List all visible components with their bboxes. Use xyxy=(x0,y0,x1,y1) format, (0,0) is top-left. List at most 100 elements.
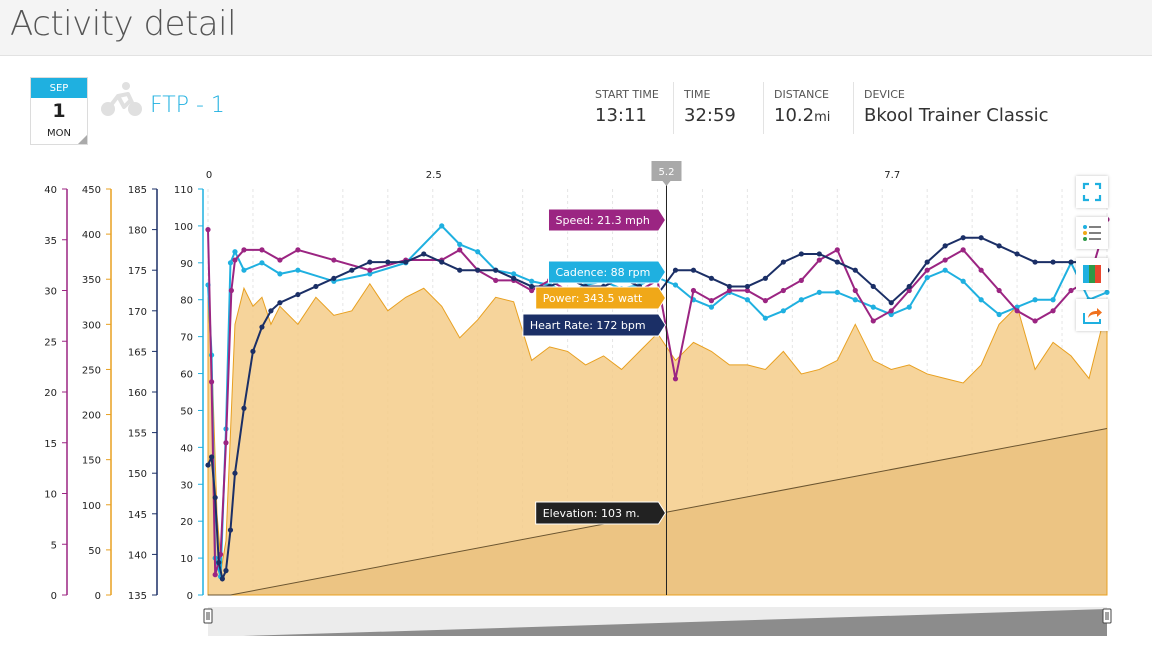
axis-tick-label: 50 xyxy=(88,546,101,557)
navigator-right-handle[interactable] xyxy=(1102,608,1112,624)
series-point xyxy=(367,271,373,277)
x-tick-label: 2.5 xyxy=(426,170,442,181)
axis-tick-label: 300 xyxy=(82,320,101,331)
activity-name[interactable]: FTP - 1 xyxy=(150,93,225,118)
handle-body[interactable] xyxy=(203,608,213,624)
series-point xyxy=(277,257,283,263)
series-point xyxy=(295,247,301,253)
page-title: Activity detail xyxy=(10,4,237,44)
series-point xyxy=(942,243,948,249)
series-point xyxy=(816,251,822,257)
cursor-label-box xyxy=(651,161,682,181)
elevation-tooltip: Elevation: 103 m. xyxy=(535,501,667,525)
axis-tick-label: 185 xyxy=(128,185,147,196)
fullscreen-button[interactable] xyxy=(1076,176,1108,208)
elevation-line xyxy=(208,428,1108,596)
series-point xyxy=(852,297,858,303)
axis-tick-label: 20 xyxy=(180,517,193,528)
series-point xyxy=(205,462,211,468)
series-point xyxy=(870,304,876,310)
series-point xyxy=(208,379,215,385)
series-point xyxy=(457,247,463,253)
series-point xyxy=(960,278,966,284)
axis-tick-label: 135 xyxy=(128,591,147,602)
series-point xyxy=(744,297,751,303)
axis-tick-label: 5 xyxy=(51,540,57,551)
navigator-elevation xyxy=(243,609,1107,636)
axis-tick-label: 100 xyxy=(82,501,101,512)
axis-tick-label: 60 xyxy=(180,370,193,381)
handle-body[interactable] xyxy=(1102,608,1112,624)
series-point xyxy=(744,283,751,290)
series-point xyxy=(439,223,445,229)
stat-label: TIME xyxy=(684,88,711,101)
series-point xyxy=(834,289,840,295)
stat-label: START TIME xyxy=(595,88,659,101)
series-point xyxy=(331,275,337,281)
series-point xyxy=(313,283,319,290)
stat-value: 13:11 xyxy=(595,105,647,126)
power-area xyxy=(207,282,1108,596)
series-point xyxy=(1032,318,1038,324)
stat-number: 10.2 xyxy=(774,105,815,126)
series-point xyxy=(216,559,222,566)
axis-tick-label: 50 xyxy=(180,406,193,417)
tooltip-label: Power: 343.5 watt xyxy=(543,292,643,305)
series-point xyxy=(1050,308,1056,314)
axis-tick-label: 155 xyxy=(128,429,147,440)
series-point xyxy=(1032,259,1038,265)
series-point xyxy=(241,267,247,273)
series-point xyxy=(232,249,238,255)
series-point xyxy=(996,287,1002,294)
cursor[interactable]: 5.2 xyxy=(651,161,682,595)
axis-tick-label: 0 xyxy=(51,591,57,602)
series-point xyxy=(493,267,499,273)
navigator-left-handle[interactable] xyxy=(203,608,213,624)
stat-label: DISTANCE xyxy=(774,88,829,101)
series-point xyxy=(259,247,265,253)
axis-tick-label: 30 xyxy=(180,480,193,491)
axis-tick-label: 170 xyxy=(128,307,147,318)
series-point xyxy=(241,405,247,411)
series-point xyxy=(762,315,768,321)
x-tick-label: 7.7 xyxy=(884,170,900,181)
series-point xyxy=(924,274,930,281)
series-point xyxy=(978,235,984,241)
zones-button[interactable] xyxy=(1076,258,1108,290)
stat-unit: mi xyxy=(814,110,831,125)
series-point xyxy=(906,283,912,290)
x-tick-label: 0 xyxy=(206,170,212,181)
share-button[interactable] xyxy=(1076,299,1108,331)
series-point xyxy=(744,287,751,294)
series-point xyxy=(888,311,894,318)
cursor-label-pointer xyxy=(662,181,671,186)
axis-tick-label: 180 xyxy=(128,226,147,237)
series-point xyxy=(212,572,218,578)
axis-tick-label: 350 xyxy=(82,275,101,286)
date-badge: SEP 1 MON xyxy=(30,77,88,145)
series-point xyxy=(439,259,445,265)
range-navigator[interactable] xyxy=(203,607,1112,636)
series-point xyxy=(906,304,912,310)
stat-value: 10.2mi xyxy=(774,105,830,126)
series-point xyxy=(798,251,804,257)
series-point xyxy=(493,277,499,283)
axis-tick-label: 70 xyxy=(180,333,193,344)
series-point xyxy=(1014,308,1020,314)
tooltip-label: Speed: 21.3 mph xyxy=(555,214,649,227)
series-point xyxy=(996,243,1002,249)
axis-tick-label: 0 xyxy=(95,591,101,602)
axis-tick-label: 90 xyxy=(180,259,193,270)
series-list-button[interactable] xyxy=(1076,217,1108,249)
axis-tick-label: 150 xyxy=(128,469,147,480)
series-point xyxy=(1104,289,1110,295)
tooltip-box xyxy=(522,313,667,337)
series-point xyxy=(232,470,238,476)
axis-tick-label: 160 xyxy=(128,388,147,399)
axis-tick-label: 40 xyxy=(44,185,57,196)
tooltip-box xyxy=(547,260,667,284)
series-point xyxy=(1050,259,1056,265)
date-weekday: MON xyxy=(47,128,71,139)
series-point xyxy=(852,287,858,294)
